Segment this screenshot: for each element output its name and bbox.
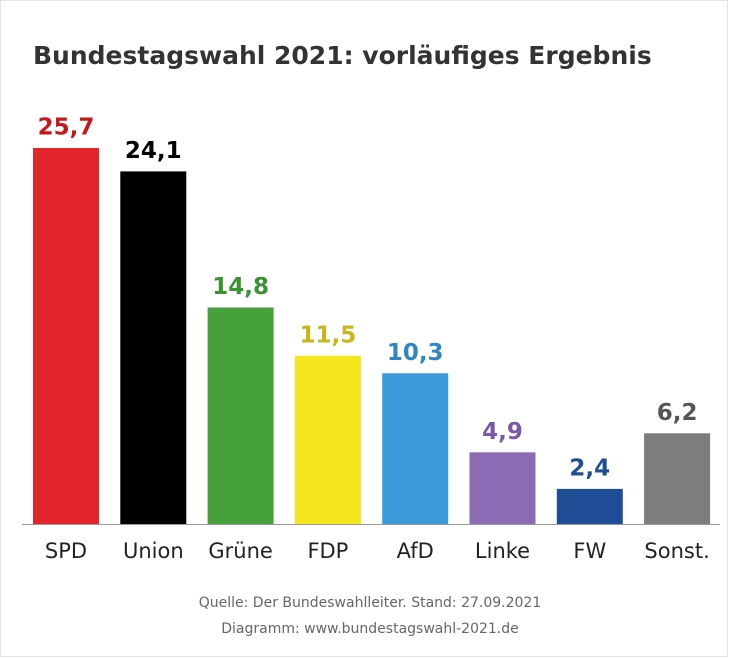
bar xyxy=(469,452,536,524)
x-tick-label: FW xyxy=(573,539,606,563)
bar xyxy=(120,171,187,524)
chart-title: Bundestagswahl 2021: vorläufiges Ergebni… xyxy=(33,41,652,70)
x-tick-label: Sonst. xyxy=(644,539,709,563)
x-tick-label: SPD xyxy=(45,539,87,563)
x-tick-label: Grüne xyxy=(208,539,272,563)
x-tick-label: Union xyxy=(123,539,184,563)
bar xyxy=(556,488,623,524)
x-tick-label: AfD xyxy=(397,539,434,563)
bar xyxy=(294,355,361,524)
source-text: Diagramm: www.bundestagswahl-2021.de xyxy=(221,621,519,637)
value-label: 14,8 xyxy=(212,274,269,300)
x-tick-label: Linke xyxy=(475,539,530,563)
value-label: 10,3 xyxy=(387,340,444,366)
x-tick-label: FDP xyxy=(307,539,348,563)
bar xyxy=(207,307,274,524)
source-text: Quelle: Der Bundeswahlleiter. Stand: 27.… xyxy=(199,595,542,611)
value-label: 11,5 xyxy=(300,322,357,348)
value-label: 4,9 xyxy=(482,419,523,445)
value-label: 2,4 xyxy=(569,455,610,481)
value-label: 6,2 xyxy=(657,400,698,426)
bar xyxy=(644,433,711,524)
bar xyxy=(382,373,449,524)
value-label: 24,1 xyxy=(125,138,182,164)
value-label: 25,7 xyxy=(38,115,95,141)
bar xyxy=(33,148,99,524)
